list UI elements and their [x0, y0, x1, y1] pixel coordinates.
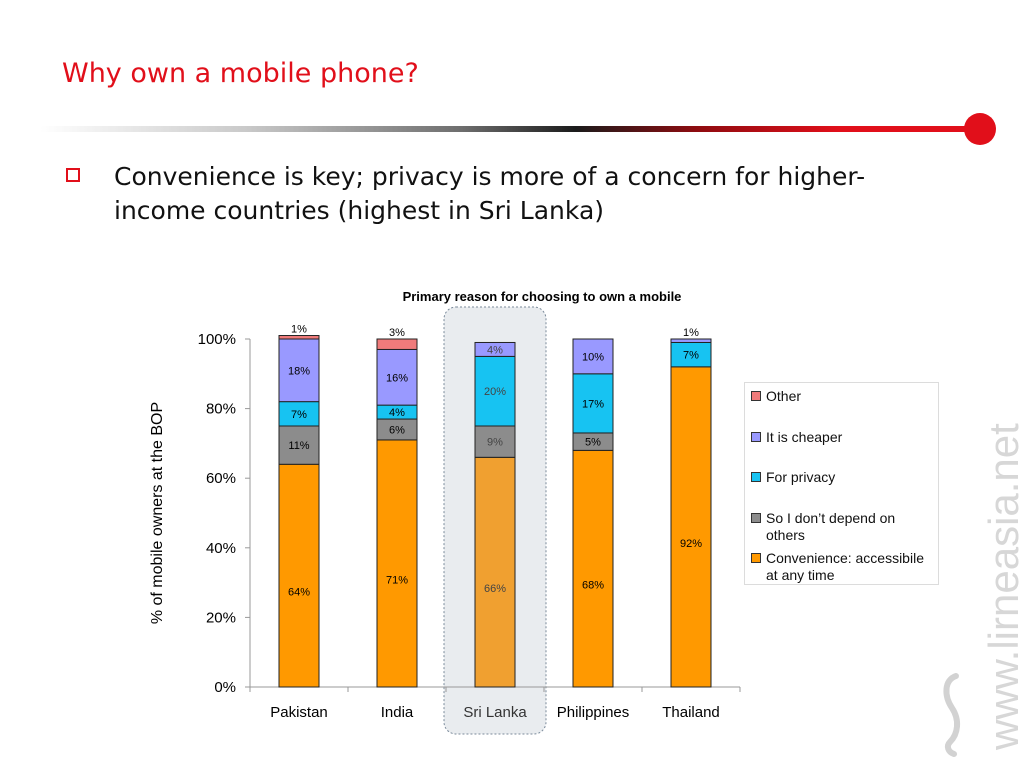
data-label: 71%: [386, 574, 408, 586]
legend-label-cheaper: It is cheaper: [766, 429, 843, 445]
chart-legend: Other It is cheaper For privacy So I don…: [744, 382, 939, 585]
bar-segment: [572, 449, 614, 688]
data-label: 16%: [386, 372, 408, 384]
x-tick-label: Philippines: [557, 704, 630, 721]
data-label: 4%: [389, 407, 405, 419]
data-label: 1%: [291, 324, 307, 336]
swirl-logo-icon: [943, 673, 960, 757]
legend-swatch-privacy: [751, 472, 761, 482]
data-label: 7%: [683, 350, 699, 362]
legend-item-independence: So I don’t depend on others: [751, 510, 931, 544]
data-label: 9%: [487, 437, 503, 449]
bar-segment: [572, 373, 614, 434]
data-label: 17%: [582, 398, 604, 410]
legend-swatch-cheaper: [751, 432, 761, 442]
legend-swatch-other: [751, 391, 761, 401]
legend-item-cheaper: It is cheaper: [751, 429, 842, 446]
bar-segment: [670, 366, 712, 688]
data-label: 92%: [680, 538, 702, 550]
bar-segment: [376, 348, 418, 406]
legend-label-other: Other: [766, 388, 802, 404]
bar-segment: [474, 341, 516, 357]
legend-label-convenience: Convenience: accessibile at any time: [766, 550, 924, 583]
legend-item-convenience: Convenience: accessibile at any time: [751, 550, 936, 584]
data-label: 1%: [683, 327, 699, 339]
y-tick-label: 20%: [206, 609, 236, 626]
legend-swatch-independence: [751, 513, 761, 523]
bar-segment: [278, 425, 320, 465]
bar-segment: [376, 439, 418, 688]
x-tick-label: India: [381, 704, 414, 721]
bar-segment: [278, 463, 320, 688]
y-tick-label: 0%: [214, 679, 236, 696]
y-axis-label: % of mobile owners at the BOP: [149, 402, 166, 624]
bar-segment: [278, 335, 320, 340]
bullet-square-icon: [66, 168, 80, 182]
bar-segment: [376, 338, 418, 350]
y-tick-label: 60%: [206, 470, 236, 487]
x-tick-label: Sri Lanka: [463, 704, 527, 721]
data-label: 3%: [389, 327, 405, 339]
bar-segment: [278, 338, 320, 403]
data-label: 4%: [487, 344, 503, 356]
x-tick-label: Pakistan: [270, 704, 328, 721]
y-tick-label: 80%: [206, 401, 236, 418]
y-tick-label: 100%: [198, 331, 236, 348]
bar-segment: [474, 355, 516, 427]
data-label: 18%: [288, 365, 310, 377]
data-label: 10%: [582, 351, 604, 363]
bar-segment: [278, 401, 320, 427]
chart-title: Primary reason for choosing to own a mob…: [403, 289, 682, 304]
bar-segment: [670, 341, 712, 368]
data-label: 68%: [582, 580, 604, 592]
data-label: 7%: [291, 409, 307, 421]
data-label: 66%: [484, 583, 506, 595]
x-tick-label: Thailand: [662, 704, 720, 721]
bar-segment: [670, 338, 712, 343]
data-label: 5%: [585, 437, 601, 449]
legend-swatch-convenience: [751, 553, 761, 563]
data-label: 64%: [288, 587, 310, 599]
bullet-text: Convenience is key; privacy is more of a…: [114, 162, 866, 225]
bar-segment: [474, 456, 516, 688]
slide-title: Why own a mobile phone?: [62, 58, 419, 89]
data-label: 20%: [484, 386, 506, 398]
bar-segment: [572, 338, 614, 375]
watermark-url: www.lirneasia.net: [980, 423, 1024, 750]
data-label: 11%: [288, 440, 309, 452]
y-tick-label: 40%: [206, 540, 236, 557]
title-dot-ornament: [964, 113, 996, 145]
title-divider: [40, 126, 980, 132]
legend-item-privacy: For privacy: [751, 469, 835, 486]
data-label: 6%: [389, 424, 405, 436]
legend-label-privacy: For privacy: [766, 469, 836, 485]
legend-label-independence: So I don’t depend on others: [766, 510, 896, 543]
legend-item-other: Other: [751, 388, 801, 405]
